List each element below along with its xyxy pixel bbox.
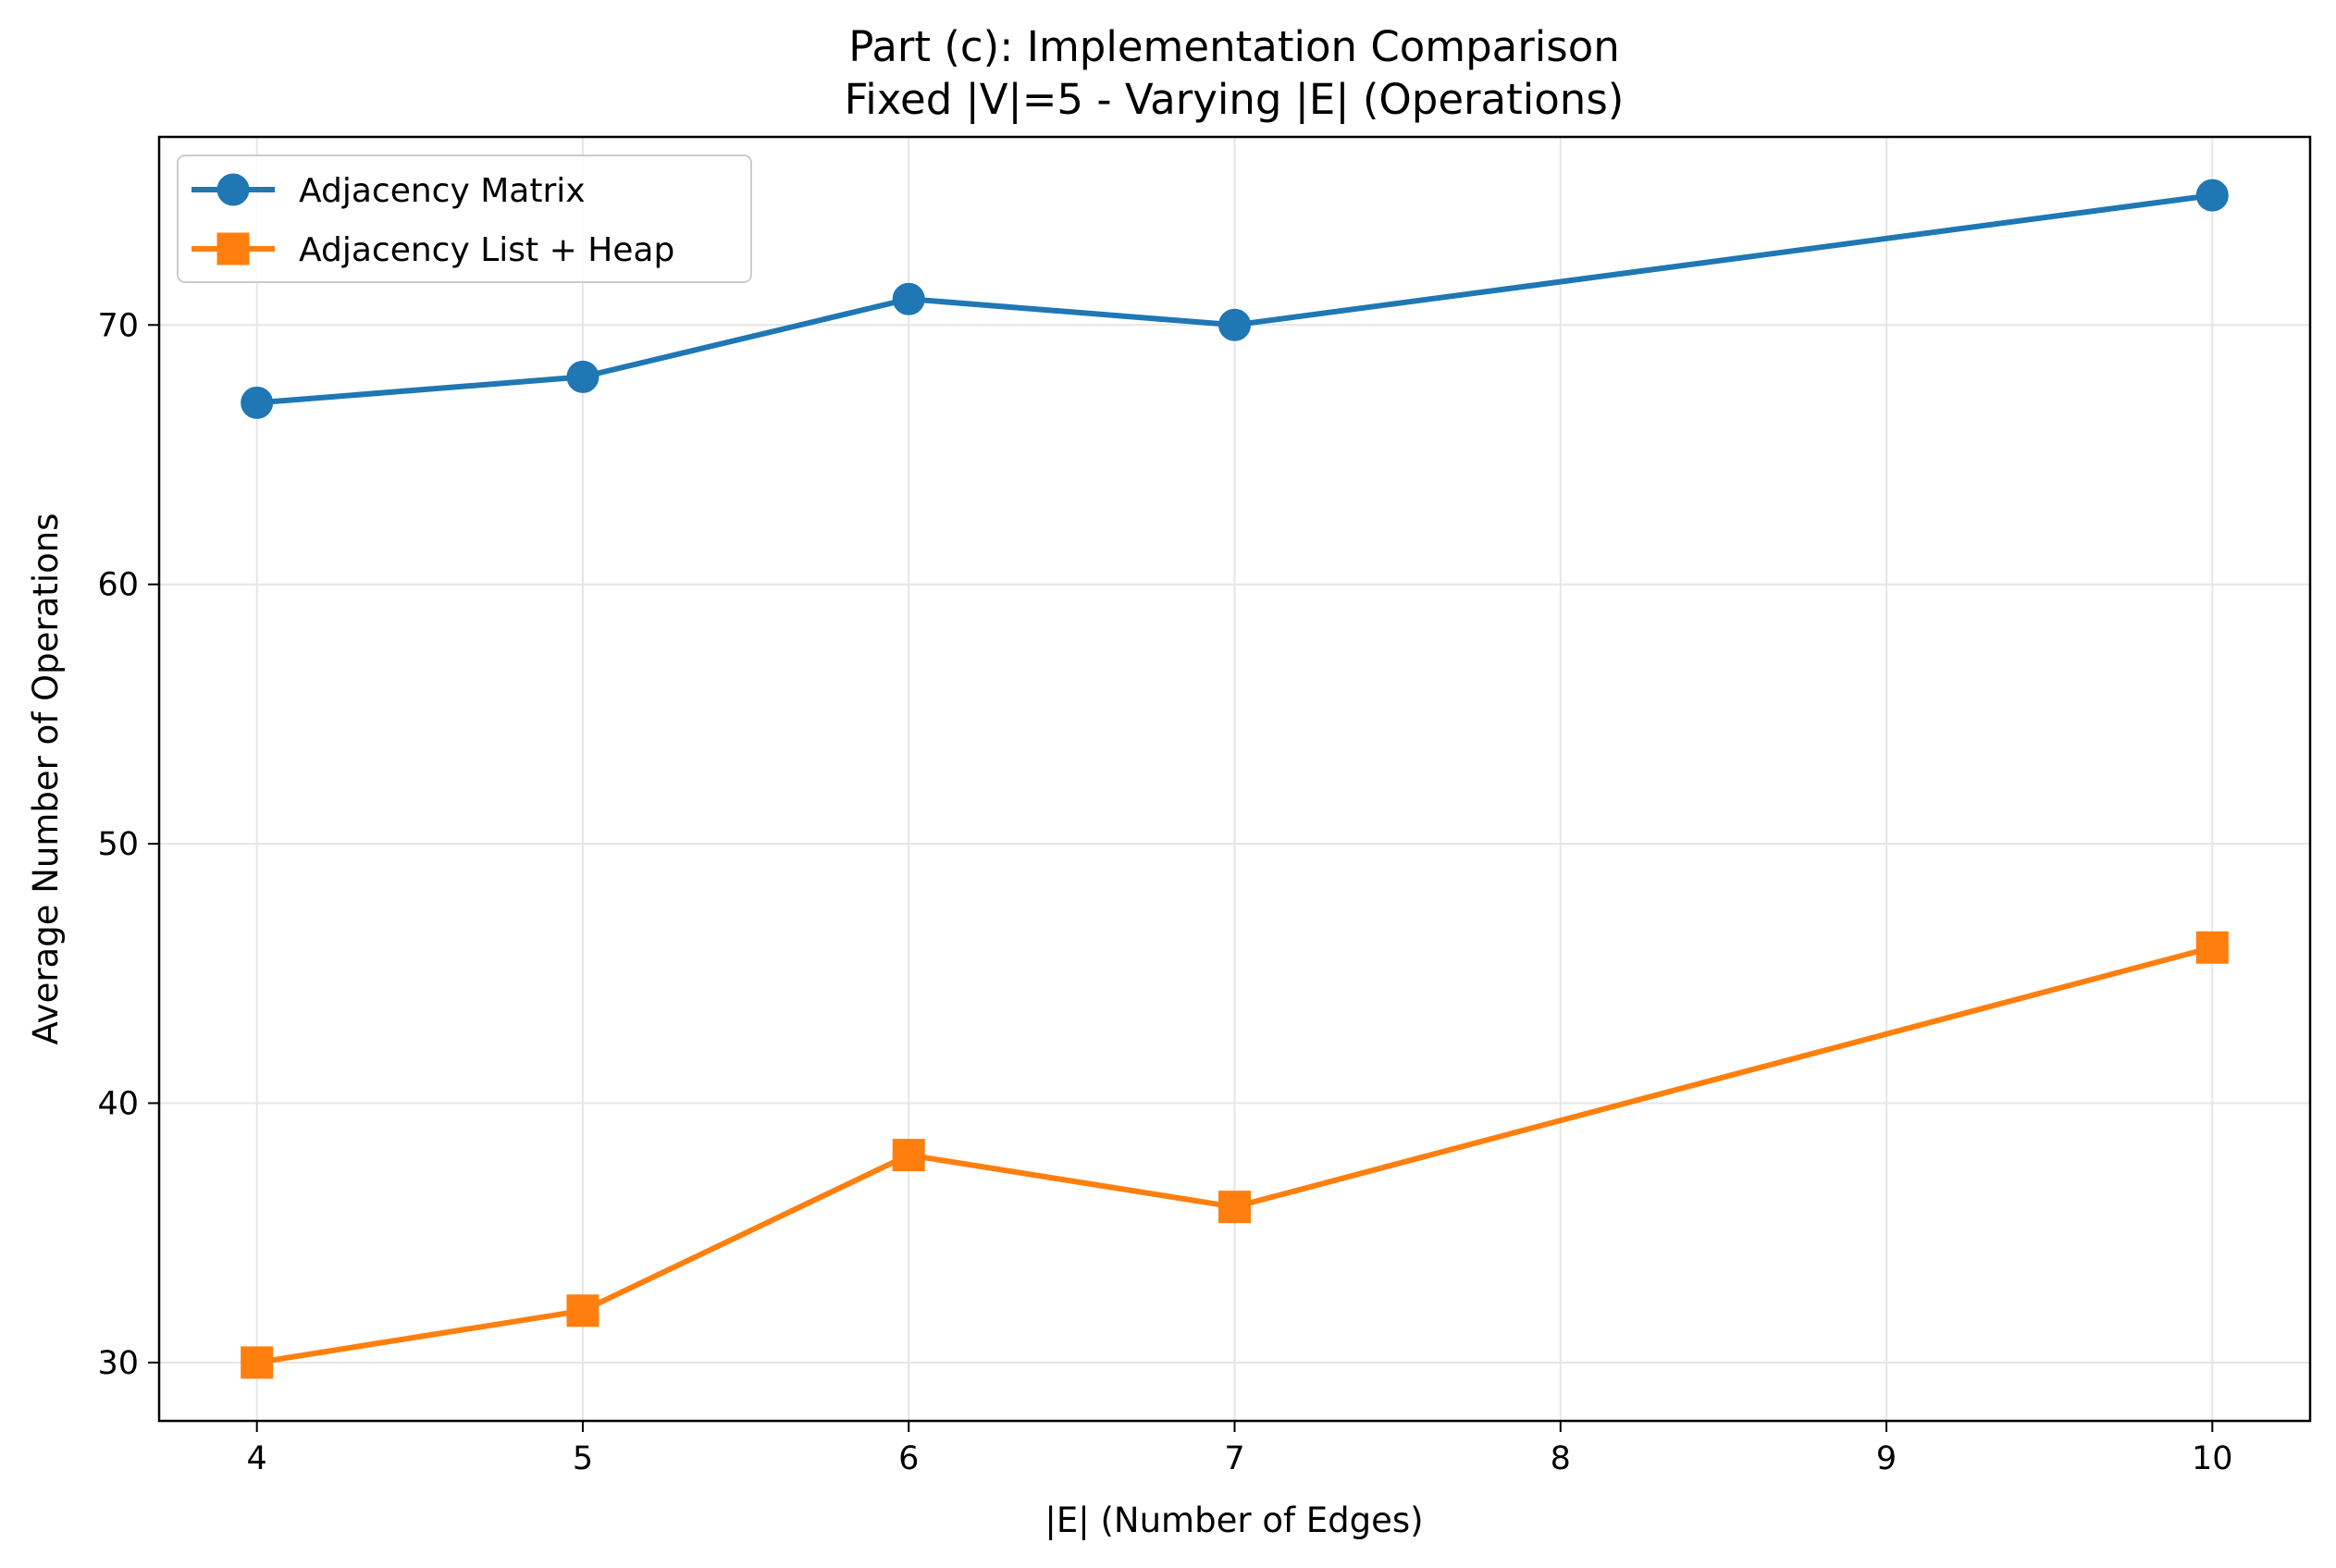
legend-entry-adjacency-list-heap: Adjacency List + Heap	[192, 231, 674, 269]
data-point-adjacency-matrix	[566, 360, 599, 393]
data-point-adjacency-list-heap	[1218, 1191, 1251, 1224]
y-tick-label: 30	[97, 1345, 139, 1382]
x-tick-label: 4	[247, 1440, 267, 1477]
y-tick-label: 50	[97, 826, 139, 863]
data-point-adjacency-matrix	[1218, 308, 1251, 341]
legend-marker-adjacency-matrix	[216, 173, 250, 206]
series-adjacency-matrix	[241, 179, 2229, 419]
x-tick-label: 6	[898, 1440, 919, 1477]
legend-marker-adjacency-list-heap	[216, 232, 250, 265]
data-point-adjacency-list-heap	[566, 1294, 599, 1327]
grid-lines	[159, 137, 2310, 1421]
y-axis-label: Average Number of Operations	[26, 513, 66, 1045]
axes: 4 5 6 7 8 9 10 30 40 50 60 70	[97, 307, 2232, 1477]
x-tick-label: 5	[573, 1440, 593, 1477]
data-series	[241, 179, 2229, 1379]
x-axis-label: |E| (Number of Edges)	[1044, 1500, 1423, 1540]
legend: Adjacency Matrix Adjacency List + Heap	[177, 154, 752, 283]
legend-entry-adjacency-matrix: Adjacency Matrix	[192, 172, 586, 210]
y-tick-label: 40	[97, 1086, 139, 1123]
legend-box	[177, 154, 752, 283]
chart-title-line-1: Part (c): Implementation Comparison	[848, 22, 1620, 71]
x-tick-label: 7	[1224, 1440, 1244, 1477]
data-point-adjacency-matrix	[892, 282, 925, 315]
data-point-adjacency-matrix	[241, 386, 274, 419]
legend-label-adjacency-matrix: Adjacency Matrix	[299, 172, 586, 210]
data-point-adjacency-matrix	[2195, 179, 2229, 212]
data-point-adjacency-list-heap	[241, 1346, 274, 1379]
y-tick-label: 70	[97, 307, 139, 344]
data-point-adjacency-list-heap	[2195, 931, 2229, 964]
chart-title: Part (c): Implementation Comparison Fixe…	[845, 22, 1625, 124]
y-tick-label: 60	[97, 567, 139, 604]
x-tick-label: 8	[1551, 1440, 1571, 1477]
series-adjacency-list-heap	[241, 931, 2229, 1379]
x-tick-label: 10	[2192, 1440, 2233, 1477]
x-tick-label: 9	[1876, 1440, 1897, 1477]
data-point-adjacency-list-heap	[892, 1139, 925, 1172]
plot-area-frame	[157, 135, 2312, 1423]
chart-title-line-2: Fixed |V|=5 - Varying |E| (Operations)	[845, 75, 1625, 124]
legend-label-adjacency-list-heap: Adjacency List + Heap	[299, 231, 674, 269]
